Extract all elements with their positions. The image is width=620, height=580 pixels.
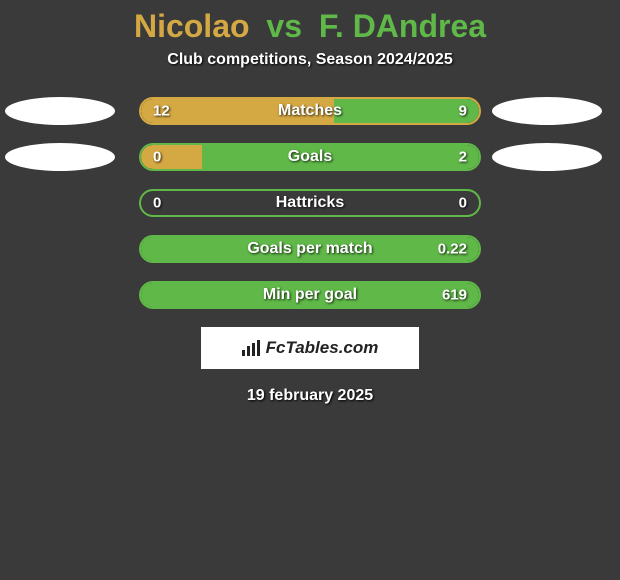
stat-row: 0.22Goals per match bbox=[0, 235, 620, 263]
date-text: 19 february 2025 bbox=[0, 387, 620, 405]
stat-label: Matches bbox=[141, 102, 479, 120]
stat-bar-track: 129Matches bbox=[139, 97, 481, 125]
bar-chart-icon bbox=[242, 340, 262, 356]
stat-row: 00Hattricks bbox=[0, 189, 620, 217]
stat-label: Goals bbox=[141, 148, 479, 166]
stat-bar-track: 02Goals bbox=[139, 143, 481, 171]
subtitle: Club competitions, Season 2024/2025 bbox=[0, 51, 620, 69]
logo-box: FcTables.com bbox=[201, 327, 419, 369]
player1-name: Nicolao bbox=[134, 8, 250, 44]
stat-row: 129Matches bbox=[0, 97, 620, 125]
stat-row: 02Goals bbox=[0, 143, 620, 171]
player1-ellipse bbox=[5, 143, 115, 171]
stat-bar-track: 00Hattricks bbox=[139, 189, 481, 217]
stat-label: Hattricks bbox=[141, 194, 479, 212]
stat-row: 619Min per goal bbox=[0, 281, 620, 309]
logo: FcTables.com bbox=[242, 338, 379, 358]
logo-text: FcTables.com bbox=[266, 338, 379, 358]
stat-label: Min per goal bbox=[141, 286, 479, 304]
player2-ellipse bbox=[492, 143, 602, 171]
stat-label: Goals per match bbox=[141, 240, 479, 258]
vs-text: vs bbox=[266, 8, 302, 44]
player2-ellipse bbox=[492, 97, 602, 125]
stat-bar-track: 619Min per goal bbox=[139, 281, 481, 309]
comparison-panel: Nicolao vs F. DAndrea Club competitions,… bbox=[0, 0, 620, 405]
stat-bar-track: 0.22Goals per match bbox=[139, 235, 481, 263]
page-title: Nicolao vs F. DAndrea bbox=[0, 0, 620, 51]
player1-ellipse bbox=[5, 97, 115, 125]
stat-rows: 129Matches 02Goals 00Hattricks 0.22Goals pe… bbox=[0, 97, 620, 309]
player2-name: F. DAndrea bbox=[319, 8, 486, 44]
